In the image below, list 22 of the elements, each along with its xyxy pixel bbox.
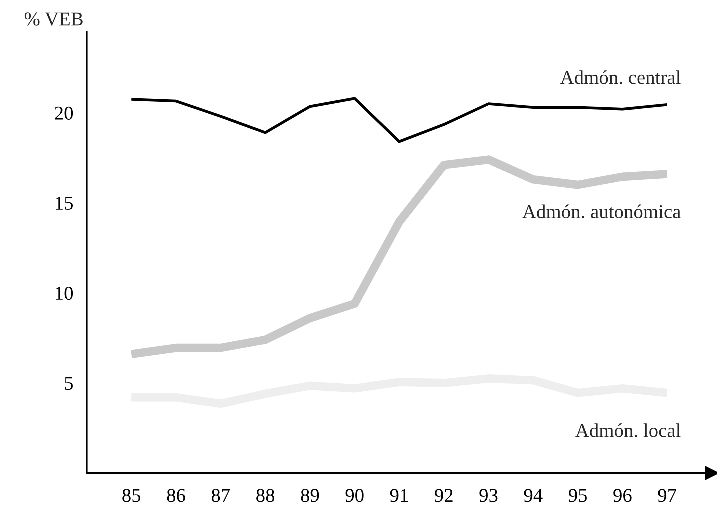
x-tick-label: 94 <box>524 489 543 502</box>
x-tick-label: 93 <box>480 489 498 502</box>
x-tick-label: 85 <box>122 489 141 502</box>
x-tick-label: 87 <box>212 489 230 502</box>
x-tick-label: 88 <box>256 489 275 502</box>
series-label: Admón. central <box>560 70 681 84</box>
series-label: Admón. local <box>576 424 681 438</box>
y-tick-label: 5 <box>65 377 74 390</box>
x-tick-label: 97 <box>658 489 676 502</box>
x-tick-label: 90 <box>346 489 364 502</box>
y-tick-label: 10 <box>56 286 74 300</box>
x-tick-label: 86 <box>167 489 186 502</box>
series-label: Admón. autonómica <box>522 204 681 219</box>
x-tick-label: 92 <box>435 489 453 502</box>
x-tick-label: 91 <box>390 489 408 502</box>
y-tick-label: 20 <box>55 106 74 120</box>
x-tick-label: 95 <box>568 489 588 502</box>
x-tick-label: 96 <box>614 489 632 502</box>
line-series <box>130 97 669 144</box>
y-tick-label: 15 <box>56 196 74 210</box>
y-axis-title: % VEB <box>24 12 83 26</box>
x-tick-label: 89 <box>301 489 320 502</box>
